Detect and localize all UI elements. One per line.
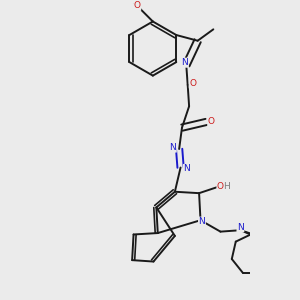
Text: N: N (184, 164, 190, 173)
Text: N: N (199, 217, 205, 226)
Text: O: O (208, 117, 215, 126)
Text: N: N (182, 58, 188, 67)
Text: H: H (224, 182, 230, 190)
Text: N: N (169, 143, 176, 152)
Text: O: O (134, 1, 141, 10)
Text: O: O (189, 79, 196, 88)
Text: O: O (217, 182, 224, 190)
Text: N: N (237, 223, 244, 232)
